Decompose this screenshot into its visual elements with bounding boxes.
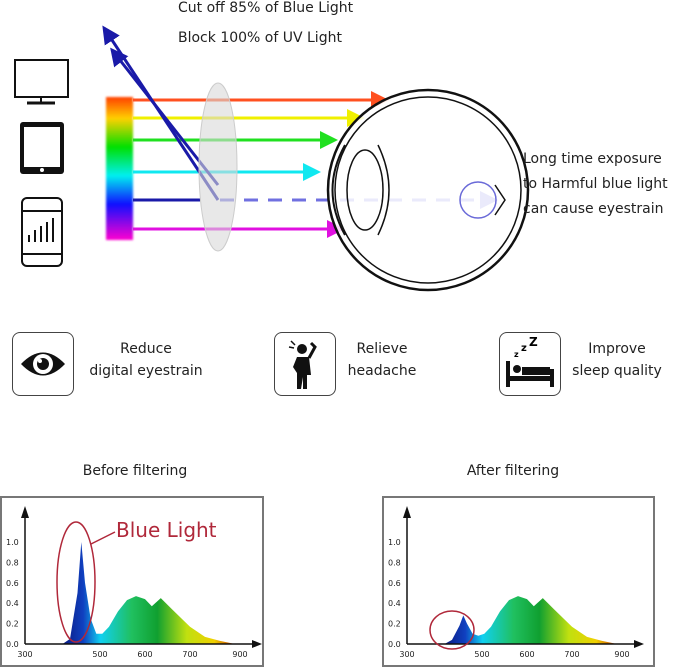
x-tick-label: 700 [182, 650, 197, 659]
eyeball-diagram [326, 88, 530, 292]
y-tick-label: 0.6 [6, 579, 19, 588]
benefit-line: sleep quality [572, 363, 662, 379]
retina-highlight-circle [459, 181, 497, 219]
blue-light-highlight-ellipse [429, 610, 475, 650]
x-axis-arrow [252, 640, 262, 648]
benefit-line: Improve [588, 341, 646, 357]
light-diagram [14, 25, 530, 292]
header-line-1: Cut off 85% of Blue Light [178, 0, 354, 16]
chart-title-before: Before filtering [82, 463, 188, 479]
benefit-improve: Improve sleep quality [572, 338, 662, 382]
eye-note: Long time exposure to Harmful blue light… [523, 147, 668, 222]
x-tick-label: 700 [564, 650, 579, 659]
y-axis-arrow [403, 506, 411, 518]
svg-text:Z: Z [529, 335, 538, 349]
spectrum-area [444, 596, 617, 644]
x-axis-arrow [634, 640, 644, 648]
x-tick-label: 600 [519, 650, 534, 659]
tablet-icon [20, 122, 64, 174]
eye-icon [12, 332, 74, 396]
y-tick-label: 0.2 [388, 620, 401, 629]
spectrum-area [62, 542, 235, 644]
y-tick-label: 0.4 [388, 599, 401, 608]
x-tick-label: 300 [399, 650, 414, 659]
benefit-line: Reduce [120, 341, 172, 357]
monitor-icon [14, 59, 69, 105]
headache-person-icon [274, 332, 336, 396]
y-tick-label: 0.6 [388, 579, 401, 588]
x-tick-label: 500 [474, 650, 489, 659]
blue-light-annotation: Blue Light [116, 518, 217, 542]
chart-after-filtering: 0.0 0.2 0.4 0.6 0.8 1.0 300 500 600 700 900 [382, 496, 655, 667]
eye-note-line: Long time exposure [523, 151, 662, 167]
x-tick-label: 300 [17, 650, 32, 659]
y-tick-label: 0.2 [6, 620, 19, 629]
y-tick-label: 0.0 [6, 640, 19, 649]
smartphone-icon [21, 197, 63, 267]
y-axis-arrow [21, 506, 29, 518]
y-tick-label: 1.0 [6, 538, 19, 547]
header-line-2: Block 100% of UV Light [178, 30, 342, 46]
svg-text:z: z [521, 343, 527, 354]
lens [198, 82, 238, 252]
x-tick-label: 600 [137, 650, 152, 659]
benefit-line: headache [347, 363, 417, 379]
benefit-relieve: Relieve headache [348, 338, 417, 382]
chart-title-after: After filtering [466, 463, 560, 479]
y-tick-label: 0.4 [6, 599, 19, 608]
x-tick-label: 900 [232, 650, 247, 659]
blue-light-highlight-ellipse [56, 521, 96, 643]
annotation-leader-line [90, 531, 116, 545]
y-tick-label: 0.0 [388, 640, 401, 649]
y-tick-label: 0.8 [388, 558, 401, 567]
light-spectrum-bar [106, 97, 133, 240]
svg-text:z: z [514, 350, 519, 359]
eye-note-line: can cause eyestrain [523, 201, 664, 217]
benefit-line: Relieve [356, 341, 408, 357]
y-tick-label: 1.0 [388, 538, 401, 547]
x-tick-label: 500 [92, 650, 107, 659]
y-tick-label: 0.8 [6, 558, 19, 567]
benefit-line: digital eyestrain [89, 363, 203, 379]
eye-note-line: to Harmful blue light [523, 176, 668, 192]
benefit-reduce: Reduce digital eyestrain [89, 338, 202, 382]
chart-before-filtering: 0.0 0.2 0.4 0.6 0.8 1.0 300 500 600 700 900 Blue Li… [0, 496, 264, 667]
x-tick-label: 900 [614, 650, 629, 659]
